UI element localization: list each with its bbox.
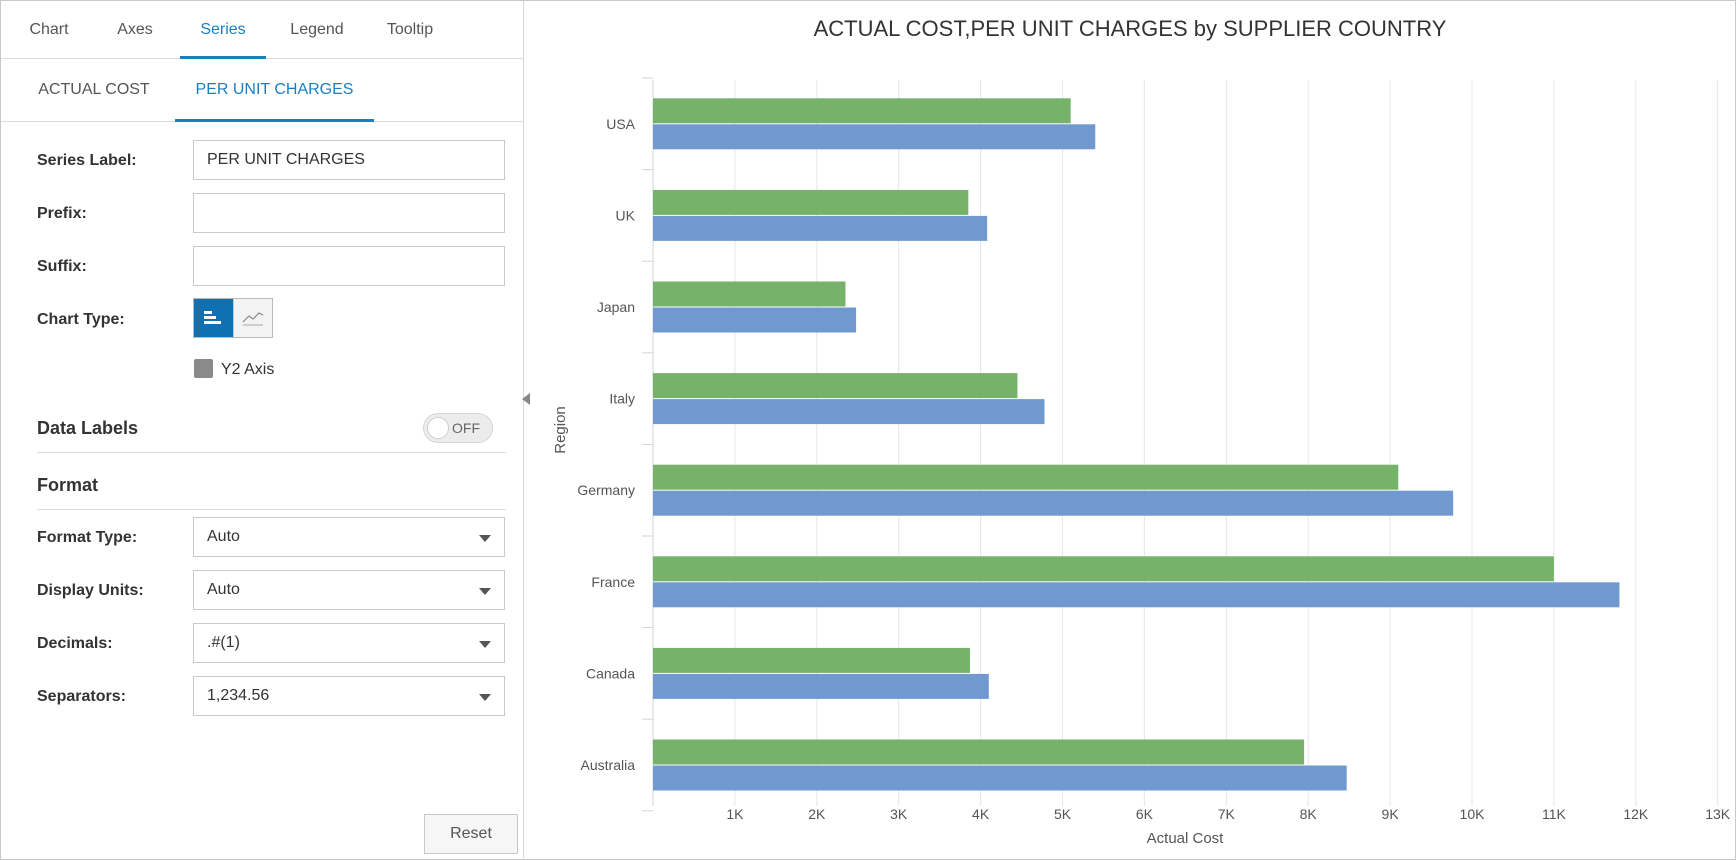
- bar-green-france: [653, 556, 1554, 582]
- suffix-input[interactable]: [193, 246, 505, 286]
- chevron-down-icon: [479, 535, 491, 542]
- bar-chart-button[interactable]: [194, 299, 233, 337]
- chevron-down-icon: [479, 641, 491, 648]
- bar-blue-uk: [653, 215, 988, 241]
- bar-blue-italy: [653, 399, 1045, 425]
- bar-blue-usa: [653, 124, 1096, 150]
- chart-type-label: Chart Type:: [37, 311, 125, 328]
- tab-tooltip[interactable]: Tooltip: [386, 20, 434, 38]
- bar-green-italy: [653, 373, 1018, 399]
- display-units-value: Auto: [207, 581, 240, 598]
- format-heading: Format: [37, 475, 99, 495]
- series-label-label: Series Label:: [37, 152, 137, 169]
- section-divider: [37, 452, 506, 453]
- decimals-label: Decimals:: [37, 635, 113, 652]
- x-tick-label: 7K: [1218, 806, 1236, 822]
- chevron-down-icon: [479, 694, 491, 701]
- x-tick-label: 5K: [1054, 806, 1072, 822]
- decimals-value: .#(1): [207, 634, 240, 651]
- reset-button[interactable]: Reset: [424, 814, 518, 854]
- separators-label: Separators:: [37, 688, 126, 705]
- x-tick-label: 12K: [1623, 806, 1649, 822]
- y-tick-label: Canada: [586, 665, 635, 681]
- y-tick-label: Germany: [577, 482, 635, 498]
- line-chart-button[interactable]: [232, 299, 272, 337]
- format-type-label: Format Type:: [37, 529, 138, 546]
- bar-blue-canada: [653, 673, 989, 699]
- series-label-input[interactable]: PER UNIT CHARGES: [193, 140, 505, 180]
- display-units-select[interactable]: Auto: [193, 570, 505, 610]
- x-tick-label: 2K: [808, 806, 826, 822]
- line-chart-icon: [242, 312, 264, 326]
- x-tick-label: 3K: [890, 806, 908, 822]
- bar-blue-france: [653, 582, 1620, 608]
- chart-type-selector: [193, 298, 273, 338]
- x-tick-label: 11K: [1542, 806, 1567, 822]
- y2-axis-checkbox[interactable]: [194, 359, 213, 378]
- chevron-down-icon: [479, 588, 491, 595]
- x-tick-label: 13K: [1705, 806, 1731, 822]
- y-tick-label: Italy: [609, 391, 635, 407]
- y2-axis-label: Y2 Axis: [221, 361, 275, 378]
- y-tick-label: Japan: [597, 299, 635, 315]
- suffix-label: Suffix:: [37, 258, 87, 275]
- y-tick-label: Australia: [581, 757, 636, 773]
- x-tick-label: 10K: [1460, 806, 1486, 822]
- y-tick-label: USA: [606, 116, 635, 132]
- y-tick-label: France: [591, 574, 635, 590]
- format-type-value: Auto: [207, 528, 240, 545]
- toggle-state-text: OFF: [452, 420, 480, 436]
- series-tab-bar: ACTUAL COST PER UNIT CHARGES: [1, 59, 524, 122]
- y-tick-label: UK: [616, 207, 636, 223]
- bar-green-australia: [653, 739, 1305, 765]
- data-labels-toggle[interactable]: OFF: [423, 413, 493, 443]
- properties-tab-bar: Chart Axes Series Legend Tooltip: [1, 1, 524, 59]
- display-units-label: Display Units:: [37, 582, 144, 599]
- x-tick-label: 1K: [726, 806, 744, 822]
- chart-title: ACTUAL COST,PER UNIT CHARGES by SUPPLIER…: [813, 16, 1447, 41]
- tab-series-per-unit-charges[interactable]: PER UNIT CHARGES: [175, 59, 374, 122]
- tab-legend[interactable]: Legend: [290, 20, 344, 38]
- decimals-select[interactable]: .#(1): [193, 623, 505, 663]
- tab-series-actual-cost[interactable]: ACTUAL COST: [38, 81, 150, 98]
- x-tick-label: 8K: [1300, 806, 1318, 822]
- x-tick-label: 6K: [1136, 806, 1154, 822]
- bar-blue-germany: [653, 490, 1454, 516]
- series-properties-panel: Chart Axes Series Legend Tooltip ACTUAL …: [1, 1, 524, 858]
- bar-chart-icon: [204, 311, 222, 324]
- bar-green-uk: [653, 189, 969, 215]
- format-type-select[interactable]: Auto: [193, 517, 505, 557]
- bar-blue-australia: [653, 765, 1347, 791]
- bar-green-usa: [653, 98, 1071, 124]
- bar-blue-japan: [653, 307, 857, 333]
- y-axis-title: Region: [552, 406, 569, 454]
- bar-green-japan: [653, 281, 846, 307]
- bar-green-germany: [653, 464, 1399, 490]
- prefix-input[interactable]: [193, 193, 505, 233]
- tab-series[interactable]: Series: [180, 1, 266, 59]
- tab-chart[interactable]: Chart: [29, 20, 69, 38]
- tab-axes[interactable]: Axes: [117, 20, 153, 38]
- prefix-label: Prefix:: [37, 205, 87, 222]
- separators-select[interactable]: 1,234.56: [193, 676, 505, 716]
- separators-value: 1,234.56: [207, 687, 270, 704]
- x-axis-title: Actual Cost: [1147, 830, 1225, 847]
- collapse-panel-icon[interactable]: [522, 393, 530, 405]
- toggle-knob: [427, 417, 449, 439]
- x-tick-label: 4K: [972, 806, 990, 822]
- bar-green-canada: [653, 647, 970, 673]
- data-labels-heading: Data Labels: [37, 418, 139, 438]
- x-tick-label: 9K: [1382, 806, 1400, 822]
- section-divider: [37, 509, 506, 510]
